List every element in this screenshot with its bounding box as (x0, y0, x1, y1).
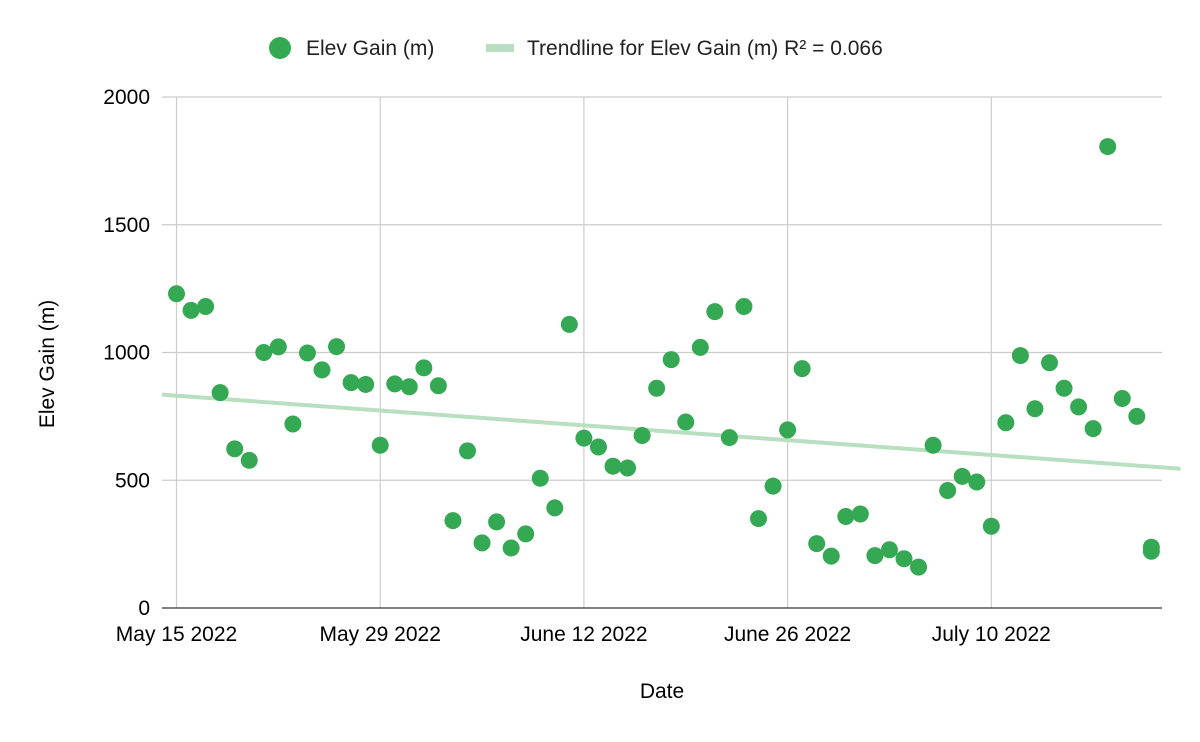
data-point (255, 344, 273, 361)
data-point (619, 459, 637, 477)
y-axis-title: Elev Gain (m) (36, 300, 59, 428)
legend-marker-trendline (486, 44, 514, 52)
data-point (968, 473, 986, 491)
data-point (880, 541, 898, 559)
data-point (211, 384, 229, 402)
data-point (1055, 379, 1073, 397)
data-point (400, 378, 418, 396)
data-point (1026, 400, 1044, 418)
data-point (808, 535, 826, 553)
data-point (735, 298, 753, 316)
data-point (459, 442, 476, 460)
x-tick-label: July 10 2022 (932, 623, 1051, 646)
data-point (895, 550, 913, 568)
data-point (531, 469, 549, 487)
data-point (677, 413, 695, 431)
data-point (357, 375, 375, 393)
data-point (910, 558, 928, 576)
data-point (226, 440, 244, 458)
data-point (982, 517, 1000, 535)
data-point (371, 436, 389, 454)
data-point (517, 525, 535, 543)
data-point (779, 421, 797, 439)
x-tick-label: May 29 2022 (319, 623, 440, 646)
data-point (750, 510, 767, 528)
x-tick-label: May 15 2022 (116, 623, 237, 646)
data-point (720, 429, 738, 447)
data-point (342, 374, 360, 392)
data-point (168, 285, 185, 303)
x-axis-title: Date (640, 680, 684, 703)
data-point (604, 457, 622, 475)
data-point (284, 415, 302, 433)
x-tick-label: June 12 2022 (520, 623, 647, 646)
data-point (1128, 407, 1146, 425)
y-tick-label: 500 (115, 469, 150, 492)
data-point (1142, 542, 1160, 560)
data-point (429, 377, 447, 395)
gridlines (162, 96, 1162, 608)
data-point (939, 481, 957, 499)
data-point (1113, 389, 1131, 407)
data-point (386, 375, 404, 393)
data-point (1099, 138, 1117, 156)
data-point (633, 427, 651, 445)
legend-label-trendline: Trendline for Elev Gain (m) R² = 0.066 (527, 37, 883, 60)
data-point (298, 344, 316, 362)
data-point (197, 298, 215, 316)
data-point (851, 505, 869, 523)
y-tick-label: 1500 (103, 214, 150, 237)
y-tick-label: 1000 (103, 342, 150, 365)
data-point (953, 467, 971, 485)
x-tick-label: June 26 2022 (724, 623, 851, 646)
data-point (313, 361, 331, 379)
data-point (269, 338, 287, 356)
y-axis-tick-labels: 0 500 1000 1500 2000 (103, 86, 150, 620)
data-point (764, 477, 782, 495)
data-point (473, 534, 491, 552)
data-points (168, 138, 1160, 576)
data-point (662, 351, 680, 369)
legend-label-elev-gain: Elev Gain (m) (306, 37, 434, 60)
data-point (924, 436, 942, 454)
data-point (1070, 398, 1088, 416)
x-axis-tick-labels: May 15 2022 May 29 2022 June 12 2022 June 2… (116, 623, 1051, 646)
data-point (575, 429, 593, 447)
data-point (837, 508, 855, 526)
y-tick-label: 2000 (103, 86, 150, 109)
legend-marker-elev-gain (269, 37, 291, 59)
data-point (546, 499, 564, 517)
data-point (793, 360, 811, 378)
data-point (866, 547, 884, 565)
data-point (182, 301, 200, 319)
data-point (415, 359, 433, 377)
data-point (560, 315, 578, 333)
data-point (997, 414, 1015, 432)
data-point (328, 338, 346, 356)
data-point (488, 513, 506, 531)
data-point (706, 303, 724, 321)
chart-legend: Elev Gain (m) Trendline for Elev Gain (m… (269, 37, 883, 60)
data-point (589, 438, 607, 456)
trendline (161, 392, 1181, 471)
data-point (444, 512, 462, 530)
y-tick-label: 0 (138, 597, 150, 620)
data-point (648, 379, 666, 397)
data-point (1084, 420, 1102, 438)
data-point (502, 539, 520, 557)
data-point (822, 547, 840, 565)
data-point (1011, 347, 1029, 365)
data-point (691, 338, 709, 356)
data-point (1041, 354, 1058, 372)
data-point (240, 451, 258, 469)
